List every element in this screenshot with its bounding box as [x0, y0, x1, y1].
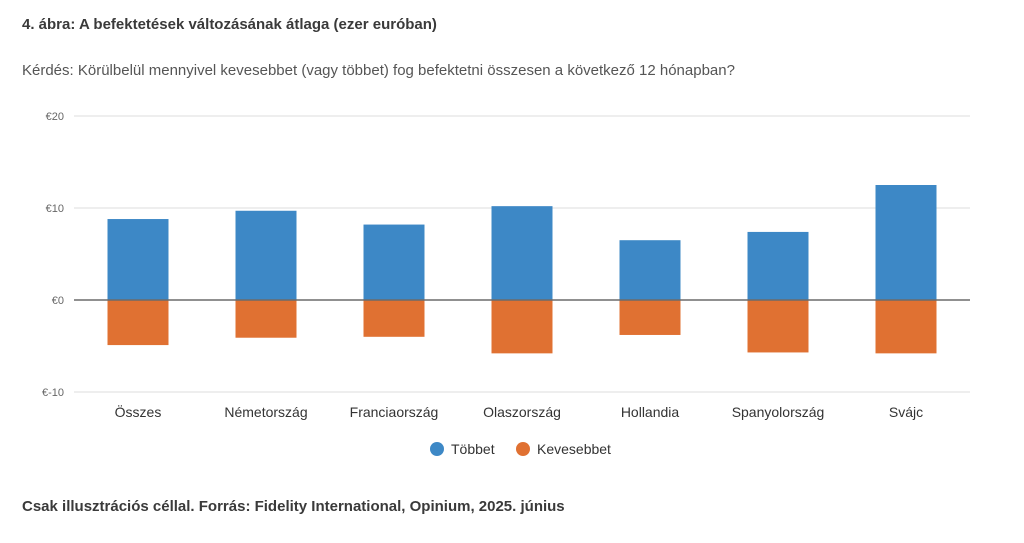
category-label: Svájc	[889, 404, 923, 420]
bar-többet	[875, 185, 937, 300]
chart-title: 4. ábra: A befektetések változásának átl…	[22, 16, 437, 33]
bar-kevesebbet	[619, 300, 681, 335]
bar-kevesebbet	[875, 300, 937, 354]
legend-marker	[516, 442, 530, 456]
source-note: Csak illusztrációs céllal. Forrás: Fidel…	[22, 498, 565, 515]
category-label: Spanyolország	[732, 404, 825, 420]
y-tick-label: €-10	[42, 387, 64, 399]
y-tick-label: €0	[52, 295, 64, 307]
category-label: Németország	[224, 404, 307, 420]
bar-többet	[235, 210, 297, 300]
x-axis-labels: Összes Németország Franciaország Olaszorszá…	[115, 403, 923, 420]
bar-chart: €20 €10 €0 €-10 Összes Németország Franciaors…	[42, 111, 970, 457]
category-label: Összes	[115, 403, 162, 420]
y-tick-label: €10	[46, 203, 64, 215]
y-axis-ticks: €20 €10 €0 €-10	[42, 111, 64, 399]
bar-kevesebbet	[747, 300, 809, 353]
category-label: Olaszország	[483, 404, 561, 420]
bar-többet	[619, 240, 681, 300]
bar-kevesebbet	[235, 300, 297, 338]
legend-label: Kevesebbet	[537, 441, 611, 457]
chart-subtitle: Kérdés: Körülbelül mennyivel kevesebbet …	[22, 62, 735, 79]
bar-kevesebbet	[491, 300, 553, 354]
y-tick-label: €20	[46, 111, 64, 123]
legend-label: Többet	[451, 441, 495, 457]
bars	[107, 185, 937, 354]
bar-többet	[107, 219, 169, 300]
category-label: Hollandia	[621, 404, 680, 420]
bar-többet	[491, 206, 553, 300]
bar-kevesebbet	[107, 300, 169, 346]
legend-marker	[430, 442, 444, 456]
bar-többet	[363, 224, 425, 300]
bar-többet	[747, 231, 809, 300]
category-label: Franciaország	[350, 404, 439, 420]
legend: Többet Kevesebbet	[430, 441, 611, 457]
bar-kevesebbet	[363, 300, 425, 337]
